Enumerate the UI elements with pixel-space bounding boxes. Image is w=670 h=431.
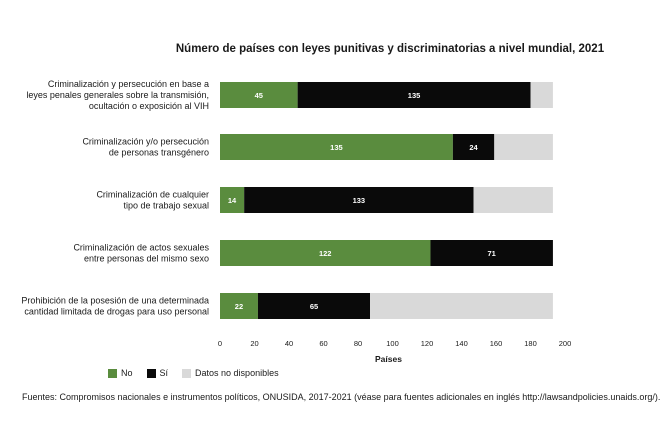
x-tick-label-20: 20 (250, 339, 258, 348)
legend-item-no: No (108, 368, 133, 378)
bar-si-4 (257, 293, 371, 319)
data-label-no-3: 122 (319, 249, 332, 258)
data-label-si-4: 65 (310, 302, 318, 311)
legend-swatch-no-data (182, 368, 192, 378)
x-tick-label-160: 160 (490, 339, 503, 348)
x-tick-label-140: 140 (455, 339, 468, 348)
category-label-0-line-2: ocultación o exposición al VIH (89, 101, 209, 111)
category-label-3-line-1: entre personas del mismo sexo (84, 254, 209, 264)
bar-no-4 (220, 293, 258, 319)
bar-no-1 (220, 134, 453, 160)
legend-swatch-si (146, 368, 156, 378)
category-label-1-line-1: de personas transgénero (109, 148, 209, 158)
x-tick-label-100: 100 (386, 339, 399, 348)
category-label-2-line-0: Criminalización de cualquier (96, 190, 209, 200)
x-tick-label-80: 80 (354, 339, 362, 348)
data-label-no-1: 135 (330, 143, 343, 152)
bar-si-0 (297, 82, 531, 108)
bar-no-data-4 (370, 293, 553, 319)
legend-label-si: Sí (159, 368, 169, 378)
legend-label-no-data: Datos no disponibles (195, 368, 279, 378)
bar-si-3 (430, 240, 553, 266)
bar-no-3 (220, 240, 431, 266)
x-tick-label-200: 200 (559, 339, 572, 348)
category-labels-layer: Criminalización y persecución en base al… (21, 79, 209, 317)
category-label-4-line-0: Prohibición de la posesión de una determ… (21, 296, 209, 306)
bar-no-2 (220, 187, 245, 213)
x-tick-label-60: 60 (319, 339, 327, 348)
data-label-si-3: 71 (488, 249, 496, 258)
legend: No Sí Datos no disponibles (108, 368, 279, 378)
x-tick-label-180: 180 (524, 339, 537, 348)
legend-item-si: Sí (146, 368, 169, 378)
x-axis: 0 20 40 60 80 100 120 140 160 180 200 Países (218, 339, 571, 364)
chart-title: Número de países con leyes punitivas y d… (175, 43, 605, 55)
x-axis-title: Países (375, 354, 402, 364)
data-label-no-2: 14 (228, 196, 237, 205)
bar-si-2 (244, 187, 474, 213)
legend-item-no-data: Datos no disponibles (182, 368, 279, 378)
category-label-3-line-0: Criminalización de actos sexuales (73, 243, 209, 253)
x-tick-label-120: 120 (421, 339, 434, 348)
source-note: Fuentes: Compromisos nacionales e instru… (22, 392, 661, 402)
bar-no-data-1 (494, 134, 553, 160)
bar-no-0 (220, 82, 298, 108)
bar-si-1 (452, 134, 495, 160)
data-label-no-4: 22 (235, 302, 243, 311)
category-label-1-line-0: Criminalización y/o persecución (82, 137, 209, 147)
category-label-0-line-1: leyes penales generales sobre la transmi… (26, 90, 209, 100)
bars-layer: 45 135 135 24 14 133 122 71 22 65 (220, 82, 553, 319)
data-label-si-0: 135 (408, 91, 421, 100)
category-label-0-line-0: Criminalización y persecución en base a (48, 79, 209, 89)
data-label-si-2: 133 (353, 196, 366, 205)
bar-no-data-0 (530, 82, 553, 108)
legend-swatch-no (108, 368, 117, 378)
bar-no-data-2 (473, 187, 553, 213)
legend-label-no: No (121, 368, 133, 378)
category-label-2-line-1: tipo de trabajo sexual (123, 201, 209, 211)
category-label-4-line-1: cantidad limitada de drogas para uso per… (24, 307, 209, 317)
data-label-si-1: 24 (469, 143, 478, 152)
data-label-no-0: 45 (255, 91, 263, 100)
x-tick-label-40: 40 (285, 339, 293, 348)
x-tick-label-0: 0 (218, 339, 222, 348)
